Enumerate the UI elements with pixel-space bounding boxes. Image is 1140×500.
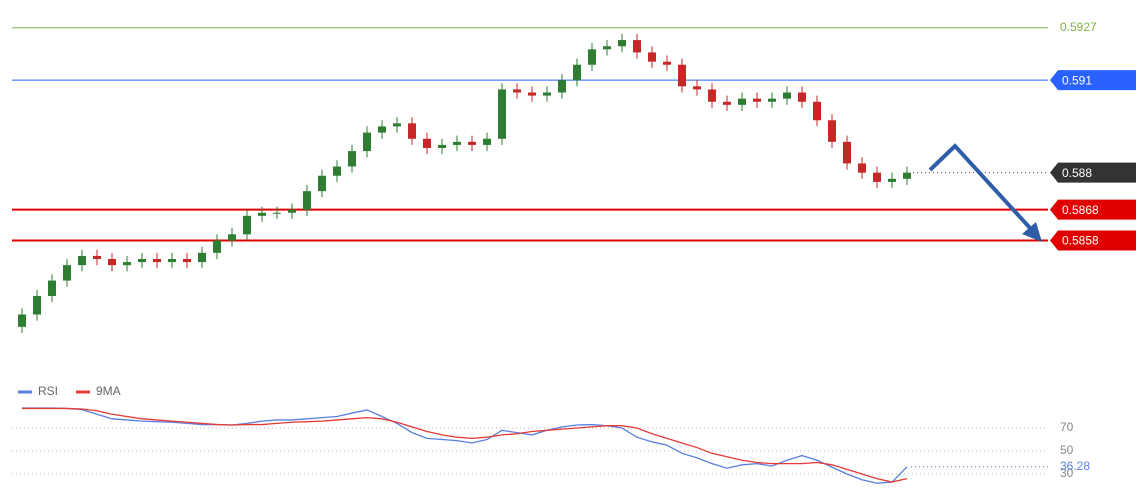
price-tag <box>1050 199 1136 220</box>
candle-body <box>408 123 416 139</box>
candle-body <box>888 178 896 182</box>
level-label: 0.5858 <box>1062 234 1099 248</box>
candle-body <box>168 259 176 263</box>
projection-arrow <box>928 143 1042 242</box>
price-tag <box>1050 230 1136 251</box>
candle-body <box>33 296 41 315</box>
candle-body <box>108 259 116 266</box>
price-tag <box>1050 70 1136 91</box>
candle-body <box>558 80 566 93</box>
level-label: 0.5868 <box>1062 203 1099 217</box>
candle-body <box>903 172 911 179</box>
candle-body <box>228 234 236 241</box>
candle-body <box>213 240 221 253</box>
current-price-label: 0.588 <box>1062 166 1092 180</box>
candle-body <box>648 52 656 62</box>
candle-body <box>153 259 161 263</box>
candle-body <box>858 163 866 173</box>
legend-label: 9MA <box>96 384 121 398</box>
candle-body <box>663 61 671 65</box>
candle-body <box>63 265 71 281</box>
candle-body <box>303 191 311 210</box>
arrow-head <box>1022 222 1042 242</box>
candle-body <box>843 141 851 164</box>
candle-body <box>48 280 56 296</box>
candle-body <box>828 120 836 142</box>
candle-body <box>93 255 101 259</box>
candle-body <box>783 92 791 99</box>
legend-label: RSI <box>38 384 58 398</box>
series-line <box>22 407 908 484</box>
candle-body <box>378 126 386 133</box>
series-line <box>22 407 908 483</box>
arrow-line <box>928 143 1032 230</box>
candle-body <box>288 209 296 213</box>
current-rsi-label: 36.28 <box>1060 459 1090 473</box>
candle-body <box>318 175 326 192</box>
candle-body <box>678 64 686 87</box>
candle-body <box>453 141 461 145</box>
candle-body <box>693 86 701 90</box>
candle-body <box>723 101 731 105</box>
candle-body <box>873 172 881 182</box>
candle-body <box>768 98 776 102</box>
candle-body <box>738 98 746 105</box>
candle-body <box>123 262 131 266</box>
y-tick-label: 30 <box>1060 466 1074 480</box>
level-label: 0.5927 <box>1060 20 1097 34</box>
candle-body <box>363 132 371 152</box>
candle-body <box>813 101 821 121</box>
candle-body <box>753 98 761 102</box>
candle-body <box>183 259 191 263</box>
candle-body <box>348 151 356 167</box>
candle-body <box>138 259 146 263</box>
candle-body <box>483 138 491 145</box>
candle-body <box>468 141 476 145</box>
candle-body <box>708 89 716 102</box>
level-label: 0.591 <box>1062 73 1092 87</box>
candle-body <box>243 215 251 235</box>
candle-body <box>498 89 506 139</box>
candle-body <box>258 212 266 216</box>
candle-body <box>333 166 341 176</box>
candle-body <box>423 138 431 148</box>
candle-body <box>588 49 596 65</box>
candle-body <box>633 40 641 53</box>
candle-body <box>393 123 401 127</box>
y-tick-label: 70 <box>1060 420 1074 434</box>
candle-body <box>513 89 521 93</box>
candle-body <box>198 252 206 263</box>
candle-body <box>798 92 806 102</box>
candle-body <box>618 40 626 47</box>
candle-body <box>18 314 26 327</box>
candle-body <box>543 92 551 96</box>
y-tick-label: 50 <box>1060 443 1074 457</box>
candle-body <box>603 46 611 50</box>
price-tag <box>1050 162 1136 183</box>
candle-body <box>528 92 536 96</box>
candle-body <box>438 144 446 148</box>
candle-body <box>78 255 86 266</box>
candle-body <box>573 64 581 81</box>
candle-body <box>273 212 281 214</box>
